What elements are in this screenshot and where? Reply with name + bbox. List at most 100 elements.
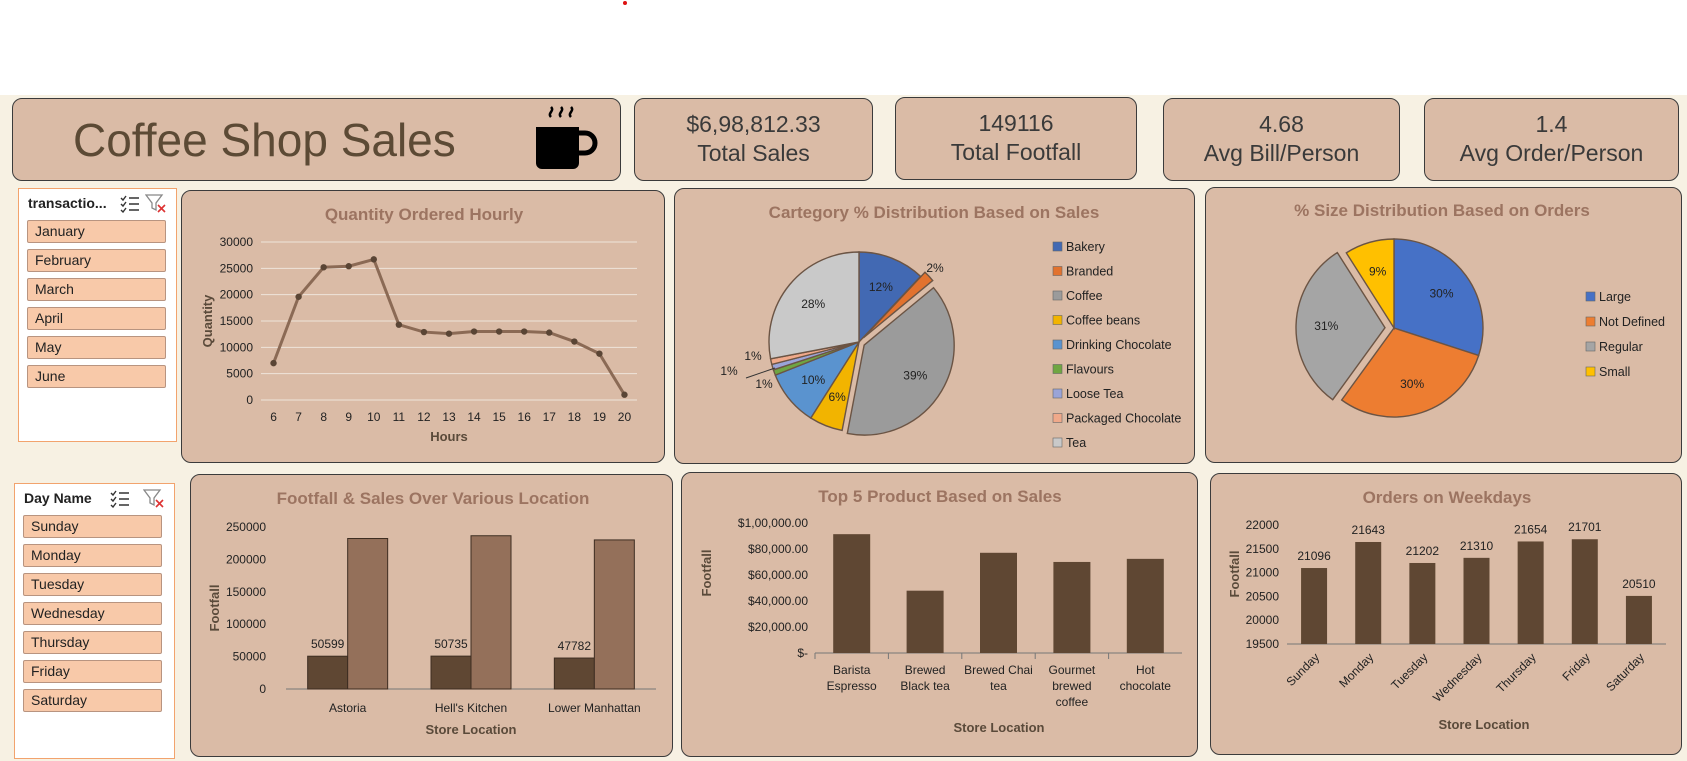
slicer-item-saturday[interactable]: Saturday	[23, 689, 162, 712]
dashboard-title: Coffee Shop Sales	[73, 114, 456, 166]
x-tick-label: 12	[417, 410, 431, 424]
bar-data-label: 47782	[558, 639, 592, 653]
x-tick-label: 14	[467, 410, 481, 424]
multi-select-icon[interactable]	[109, 488, 131, 508]
bar-data-label: 21096	[1297, 549, 1331, 563]
pie-slice-regular	[1295, 251, 1386, 401]
y-axis-title: Footfall	[699, 550, 714, 597]
kpi-total-footfall: 149116 Total Footfall	[895, 97, 1137, 180]
slicer-item-tuesday[interactable]: Tuesday	[23, 573, 162, 596]
slicer-item-january[interactable]: January	[27, 220, 166, 243]
sales-bar	[470, 535, 512, 690]
legend-label: Flavours	[1066, 363, 1114, 377]
category-pie-chart: Cartegory % Distribution Based on Sales 1…	[674, 188, 1195, 464]
data-point	[445, 330, 453, 337]
slicer-item-friday[interactable]: Friday	[23, 660, 162, 683]
y-tick-label: 30000	[220, 235, 254, 249]
chart-title: % Size Distribution Based on Orders	[1294, 201, 1590, 220]
legend-swatch	[1052, 413, 1063, 423]
x-axis-title: Store Location	[425, 722, 516, 737]
kpi-label: Total Sales	[697, 140, 810, 166]
x-tick-label: Tuesday	[1388, 650, 1430, 692]
y-tick-label: 20500	[1246, 589, 1280, 603]
y-tick-label: 50000	[233, 650, 267, 664]
pie-slice-branded	[862, 271, 934, 339]
clear-filter-icon[interactable]	[143, 488, 165, 508]
slicer-item-thursday[interactable]: Thursday	[23, 631, 162, 654]
slicer-title: Day Name	[24, 490, 92, 506]
y-tick-label: 0	[246, 393, 253, 407]
product-bar	[980, 552, 1017, 653]
clear-filter-icon[interactable]	[145, 193, 167, 213]
slicer-item-march[interactable]: March	[27, 278, 166, 301]
data-point	[420, 328, 428, 336]
slicer-item-monday[interactable]: Monday	[23, 544, 162, 567]
x-tick-label: 11	[393, 410, 406, 424]
legend-label: Regular	[1599, 340, 1643, 354]
title-card: Coffee Shop Sales	[12, 98, 621, 181]
pie-slice-small	[1345, 238, 1395, 331]
slicer-item-february[interactable]: February	[27, 249, 166, 272]
x-tick-label: Espresso	[827, 679, 877, 693]
kpi-value: 149116	[978, 110, 1054, 136]
footfall-bar	[553, 657, 595, 690]
y-tick-label: 25000	[220, 261, 254, 275]
month-slicer: transactio... January February March April M…	[18, 188, 177, 442]
legend-label: Packaged Chocolate	[1066, 412, 1181, 426]
slicer-item-may[interactable]: May	[27, 336, 166, 359]
x-tick-label: Hell's Kitchen	[435, 701, 507, 715]
y-tick-label: 20000	[1246, 613, 1280, 627]
pie-slice-large	[1393, 238, 1484, 357]
legend-label: Bakery	[1066, 240, 1106, 254]
y-tick-label: 20000	[220, 288, 254, 302]
y-tick-label: 100000	[226, 617, 266, 631]
x-axis-title: Hours	[430, 429, 468, 444]
weekday-bar	[1409, 562, 1436, 644]
kpi-avg-order: 1.4 Avg Order/Person	[1424, 98, 1679, 181]
weekday-bar	[1625, 595, 1652, 644]
data-point	[320, 264, 327, 271]
kpi-value: $6,98,812.33	[686, 111, 821, 137]
slice-data-label: 30%	[1400, 377, 1424, 391]
data-point	[596, 350, 603, 357]
hourly-quantity-chart: Quantity Ordered Hourly 0 5000 10000 15000 20…	[181, 190, 665, 463]
y-tick-label: $40,000.00	[748, 594, 808, 608]
slice-data-label: 2%	[926, 261, 944, 275]
slice-data-label: 1%	[755, 377, 773, 391]
slicer-item-sunday[interactable]: Sunday	[23, 515, 162, 538]
slice-data-label: 10%	[801, 373, 825, 387]
legend-swatch	[1052, 315, 1063, 325]
x-tick-label: Gourmet	[1049, 663, 1096, 677]
size-pie-chart: % Size Distribution Based on Orders 30% 30…	[1205, 187, 1682, 463]
bar-data-label: 50599	[311, 637, 345, 651]
slicer-item-wednesday[interactable]: Wednesday	[23, 602, 162, 625]
slice-data-label: 30%	[1430, 286, 1454, 300]
product-bar	[1053, 561, 1091, 653]
x-tick-label: 7	[295, 410, 302, 424]
kpi-value: 4.68	[1259, 111, 1304, 137]
x-tick-label: 6	[270, 410, 277, 424]
x-tick-label: Barista	[833, 663, 871, 677]
slicer-item-june[interactable]: June	[27, 365, 166, 388]
slicer-item-april[interactable]: April	[27, 307, 166, 330]
leader-line	[745, 367, 776, 379]
legend-label: Branded	[1066, 265, 1113, 279]
multi-select-icon[interactable]	[119, 193, 141, 213]
x-tick-label: 9	[345, 410, 352, 424]
x-tick-label: 17	[543, 410, 557, 424]
data-point	[295, 293, 302, 300]
x-tick-label: Brewed Chai	[964, 663, 1033, 677]
weekday-bar	[1517, 541, 1544, 644]
legend-swatch	[1052, 364, 1063, 374]
legend-label: Tea	[1066, 436, 1086, 450]
y-tick-label: 150000	[226, 585, 266, 599]
data-point	[270, 359, 277, 367]
chart-title: Quantity Ordered Hourly	[325, 205, 524, 224]
x-tick-label: Brewed	[905, 663, 946, 677]
legend-label: Not Defined	[1599, 315, 1665, 329]
bar-data-label: 20510	[1622, 577, 1656, 591]
x-tick-label: Thursday	[1493, 650, 1538, 695]
data-point	[370, 256, 377, 263]
legend-label: Drinking Chocolate	[1066, 338, 1172, 352]
x-tick-label: Monday	[1336, 650, 1376, 690]
